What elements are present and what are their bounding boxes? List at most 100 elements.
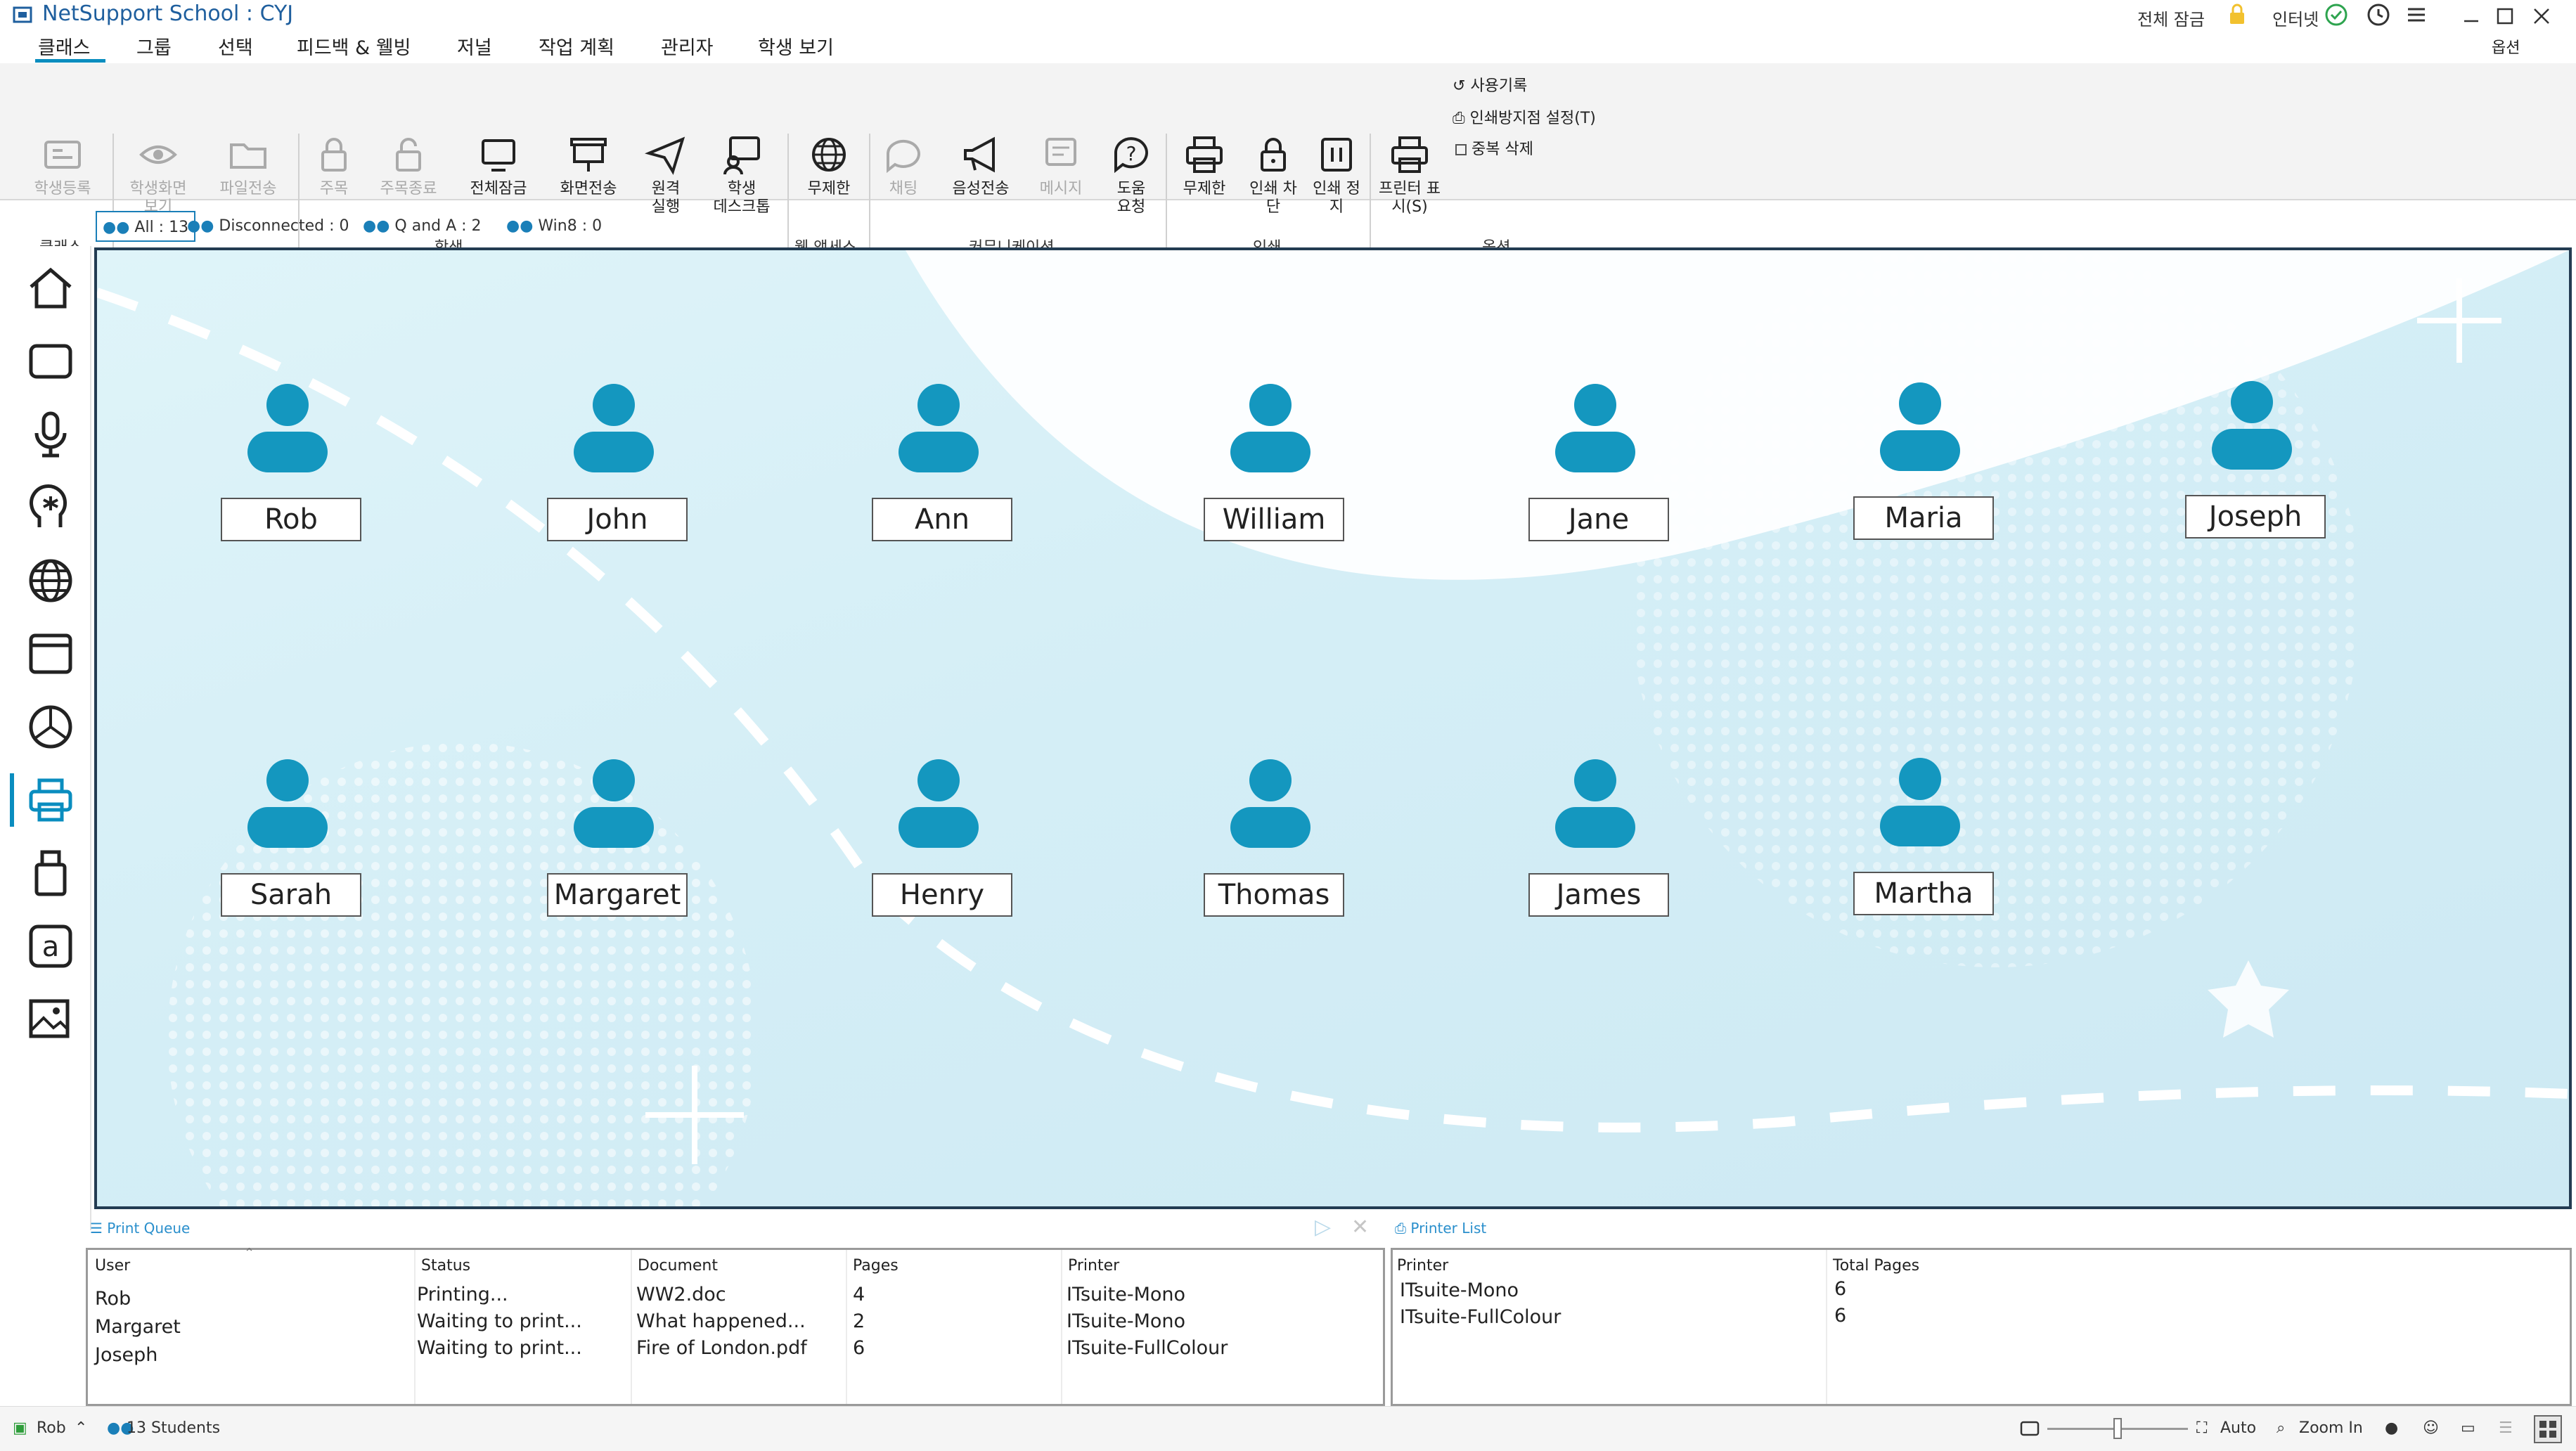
cell-status: Waiting to print... xyxy=(417,1310,582,1332)
cell-printer: ITsuite-FullColour xyxy=(1400,1306,1561,1328)
ribbon-separator xyxy=(869,134,870,260)
tab-feedback[interactable]: 피드백 & 웰빙 xyxy=(297,37,411,59)
column-header-total-pages[interactable]: Total Pages xyxy=(1833,1257,1920,1275)
audio-button[interactable]: 음성전송 xyxy=(942,134,1019,198)
prevention-item[interactable]: ⎙ 인쇄방지점 설정(T) xyxy=(1453,105,1596,128)
filter-disconnected[interactable]: ●● Disconnected : 0 xyxy=(181,211,355,242)
cell-total-pages: 6 xyxy=(1834,1305,1847,1327)
column-header-document[interactable]: Document xyxy=(638,1257,718,1275)
close-icon[interactable] xyxy=(2531,6,2552,27)
tab-student-view[interactable]: 학생 보기 xyxy=(758,37,834,59)
student-card[interactable]: John xyxy=(547,384,688,560)
duplicate-checkbox[interactable] xyxy=(1455,144,1467,155)
remote-run-button[interactable]: 원격 실행 xyxy=(627,134,704,217)
monitor-icon xyxy=(482,139,515,172)
tab-class[interactable]: 클래스 xyxy=(38,37,91,59)
lock-icon[interactable] xyxy=(2227,3,2247,27)
student-card[interactable]: Margaret xyxy=(547,759,688,935)
tab-plan[interactable]: 작업 계획 xyxy=(539,37,614,59)
microphone-icon[interactable] xyxy=(25,409,76,460)
student-card[interactable]: Maria xyxy=(1853,382,1994,558)
zoom-in-label[interactable]: Zoom In xyxy=(2299,1419,2363,1437)
view-button[interactable]: 학생화면 보기 xyxy=(120,134,197,217)
student-card[interactable]: Thomas xyxy=(1204,759,1344,935)
web-unrestricted-button[interactable]: 무제한 xyxy=(790,134,868,198)
attention-button[interactable]: 주목 xyxy=(295,134,373,198)
tab-admin[interactable]: 관리자 xyxy=(661,37,714,59)
user-outline-icon[interactable]: ☺ xyxy=(2423,1419,2439,1437)
printer-icon[interactable] xyxy=(25,775,76,825)
student-card[interactable]: Henry xyxy=(872,759,1012,935)
maximize-icon[interactable] xyxy=(2494,6,2516,27)
internet-label[interactable]: 인터넷 xyxy=(2272,10,2319,30)
print-pause-button[interactable]: 인쇄 정 지 xyxy=(1298,134,1375,217)
student-card[interactable]: James xyxy=(1528,759,1669,935)
grid-view-button[interactable] xyxy=(2534,1415,2562,1443)
presentation-icon xyxy=(570,138,607,172)
attention-end-button[interactable]: 주목종료 xyxy=(370,134,447,198)
student-card[interactable]: Joseph xyxy=(2185,381,2326,557)
home-icon[interactable] xyxy=(25,263,76,314)
zoom-auto-label[interactable]: Auto xyxy=(2220,1419,2257,1437)
view-small-icon[interactable] xyxy=(2019,1418,2040,1439)
minimize-icon[interactable] xyxy=(2461,6,2482,27)
fit-icon[interactable]: ⛶ xyxy=(2196,1419,2208,1437)
current-user[interactable]: Rob xyxy=(37,1419,66,1437)
head-thinking-icon[interactable] xyxy=(25,482,76,533)
tab-journal[interactable]: 저널 xyxy=(457,37,492,59)
attention-end-label: 주목종료 xyxy=(380,180,437,198)
history-item[interactable]: ↺ 사용기록 xyxy=(1453,73,1527,96)
student-card[interactable]: William xyxy=(1204,384,1344,560)
column-header-user[interactable]: User xyxy=(95,1257,131,1275)
zoom-slider-thumb[interactable] xyxy=(2113,1418,2122,1439)
student-card[interactable]: Jane xyxy=(1528,384,1669,560)
menu-icon[interactable] xyxy=(2406,6,2427,24)
column-header-status[interactable]: Status xyxy=(421,1257,471,1275)
list-view-icon[interactable]: ☰ xyxy=(2499,1419,2513,1437)
pie-chart-icon[interactable] xyxy=(25,702,76,752)
lock-all-label[interactable]: 전체 잠금 xyxy=(2137,10,2205,30)
usb-drive-icon[interactable] xyxy=(25,848,76,898)
student-desktop-button[interactable]: 학생 데스크톱 xyxy=(703,134,780,217)
student-card[interactable]: Rob xyxy=(221,384,361,560)
print-unrestricted-button[interactable]: 무제한 xyxy=(1166,134,1243,198)
zoom-in-icon[interactable]: ⌕ xyxy=(2276,1419,2286,1437)
browser-window-icon[interactable] xyxy=(25,628,76,679)
tab-group[interactable]: 그룹 xyxy=(136,37,172,59)
column-header-pages[interactable]: Pages xyxy=(853,1257,899,1275)
unlock-icon xyxy=(396,138,421,172)
student-card[interactable]: Sarah xyxy=(221,759,361,935)
person-icon[interactable]: ● xyxy=(2385,1419,2399,1437)
student-avatar-icon xyxy=(1555,384,1635,472)
print-block-button[interactable]: 인쇄 차 단 xyxy=(1235,134,1312,217)
chevron-up-icon[interactable]: ⌃ xyxy=(75,1419,88,1437)
play-icon[interactable]: ▷ xyxy=(1315,1215,1332,1239)
lock-all-button[interactable]: 전체잠금 xyxy=(460,134,537,198)
show-button[interactable]: 화면전송 xyxy=(550,134,627,198)
globe-icon[interactable] xyxy=(25,555,76,606)
clock-icon[interactable] xyxy=(2366,3,2390,27)
cancel-job-icon[interactable]: ✕ xyxy=(1351,1215,1370,1239)
at-sign-icon[interactable]: a xyxy=(25,921,76,972)
student-card[interactable]: Martha xyxy=(1853,758,1994,934)
file-button[interactable]: 파일전송 xyxy=(210,134,287,198)
filter-win8[interactable]: ●● Win8 : 0 xyxy=(501,211,607,242)
filter-all[interactable]: ●● All : 13 xyxy=(96,211,196,242)
image-icon[interactable] xyxy=(25,994,76,1045)
tab-select[interactable]: 선택 xyxy=(218,37,253,59)
options-dropdown[interactable]: 옵션 xyxy=(2492,39,2520,57)
chat-button[interactable]: 채팅 xyxy=(865,134,942,198)
register-button[interactable]: 학생등록 xyxy=(24,134,101,198)
message-button[interactable]: 메시지 xyxy=(1022,134,1100,198)
filter-qa[interactable]: ●● Q and A : 2 xyxy=(357,211,487,242)
monitor-icon[interactable]: ▭ xyxy=(2461,1419,2475,1437)
help-request-button[interactable]: ? 도움 요청 xyxy=(1093,134,1170,217)
printer-show-button[interactable]: 프린터 표 시(S) xyxy=(1371,134,1448,217)
student-card[interactable]: Ann xyxy=(872,384,1012,560)
duplicate-item[interactable]: 중복 삭제 xyxy=(1455,136,1533,159)
print-queue-title: Print Queue xyxy=(107,1220,191,1237)
column-divider xyxy=(631,1250,632,1404)
column-header-printer[interactable]: Printer xyxy=(1068,1257,1120,1275)
screen-icon[interactable] xyxy=(25,336,76,387)
column-header-printer[interactable]: Printer xyxy=(1397,1257,1449,1275)
